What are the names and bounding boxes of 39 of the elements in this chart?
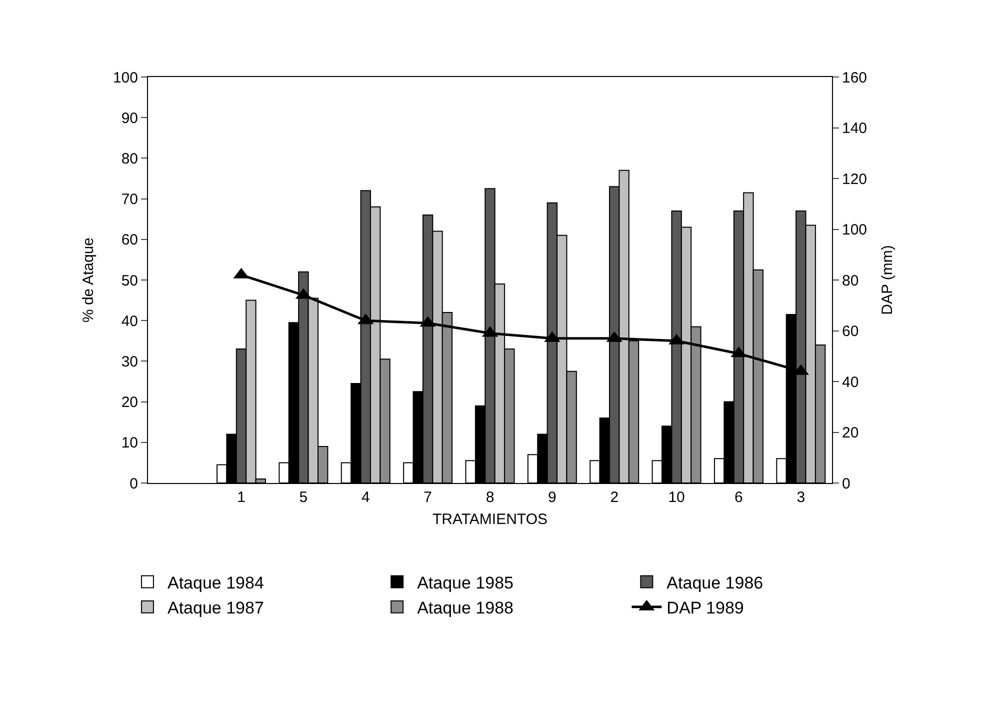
legend-label: Ataque 1986 (666, 573, 764, 592)
legend-label: DAP 1989 (666, 598, 744, 618)
y-tick-label: 50 (121, 272, 138, 290)
y2-tick-label: 120 (842, 170, 868, 188)
x-tick-label: 3 (796, 489, 806, 506)
x-axis-title: TRATAMIENTOS (432, 511, 548, 528)
x-tick-label: 9 (548, 489, 556, 506)
y-tick-label: 90 (121, 110, 138, 127)
y-axis-title: % de Ataque (80, 237, 98, 323)
y2-tick-label: 160 (842, 69, 868, 86)
legend-label: Ataque 1984 (167, 573, 264, 592)
legend-label: Ataque 1988 (417, 598, 514, 618)
y2-tick-label: 40 (842, 374, 859, 391)
y-tick-label: 40 (121, 312, 138, 330)
y-tick-label: 70 (121, 191, 138, 208)
y2-tick-label: 80 (842, 272, 859, 290)
y-tick-label: 0 (130, 475, 138, 492)
x-tick-label: 5 (299, 489, 308, 506)
legend-label: Ataque 1985 (417, 573, 514, 592)
y2-axis-title: DAP (mm) (879, 245, 896, 315)
x-tick-label: 1 (237, 489, 246, 506)
y-tick-label: 80 (121, 150, 138, 168)
y-tick-label: 20 (121, 394, 138, 412)
y2-tick-label: 60 (842, 323, 859, 340)
legend-label: Ataque 1987 (167, 598, 264, 618)
x-tick-label: 8 (486, 489, 494, 506)
y2-tick-label: 100 (842, 222, 868, 238)
x-tick-label: 10 (668, 489, 685, 506)
y-tick-label: 10 (121, 434, 138, 452)
y2-tick-label: 0 (842, 475, 850, 492)
x-tick-label: 7 (424, 489, 432, 506)
y-tick-label: 30 (121, 353, 138, 370)
y-tick-label: 60 (121, 232, 138, 249)
y2-tick-label: 20 (842, 424, 859, 442)
y-tick-label: 100 (112, 69, 138, 86)
x-tick-label: 6 (734, 489, 743, 506)
x-tick-label: 2 (610, 489, 619, 506)
x-tick-label: 4 (361, 489, 370, 506)
y2-tick-label: 140 (842, 120, 868, 137)
